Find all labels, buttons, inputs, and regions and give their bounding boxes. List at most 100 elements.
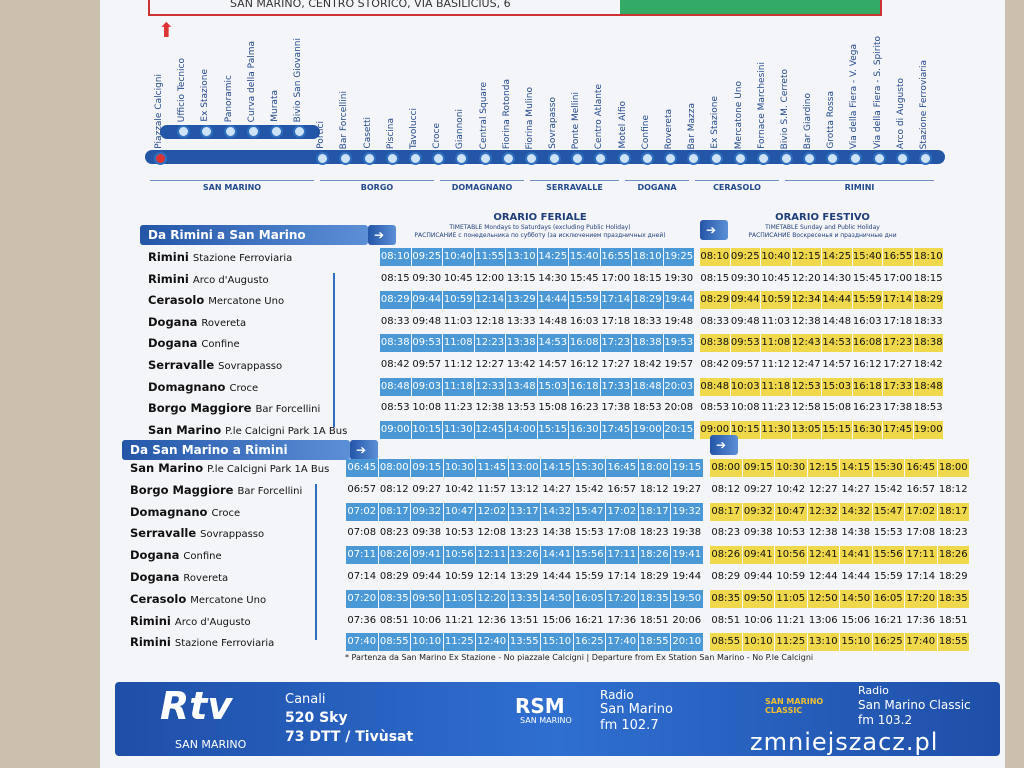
time-cell: 08:12	[711, 483, 741, 495]
time-cell: 16:18	[852, 377, 882, 396]
time-cell: 10:56	[775, 546, 807, 565]
time-cell: 10:08	[412, 402, 442, 414]
time-cell: 20:10	[671, 633, 703, 652]
stop-dot	[872, 152, 886, 165]
stop-dot	[432, 152, 446, 165]
time-cell: 09:44	[411, 291, 442, 310]
time-cell: 16:21	[873, 614, 903, 626]
time-cell: 18:29	[632, 291, 663, 310]
time-cell: 12:38	[791, 315, 821, 327]
time-cell: 10:47	[775, 502, 807, 521]
time-cell: 14:15	[840, 459, 872, 477]
time-cell: 15:45	[569, 272, 599, 284]
time-cell: 11:18	[443, 377, 474, 396]
stop-place: Arco d'Augusto	[192, 274, 269, 286]
direction-line	[333, 273, 335, 428]
time-cell: 12:45	[474, 420, 505, 439]
rtv-sub: SAN MARINO	[175, 738, 247, 751]
time-cell: 08:00	[710, 459, 742, 477]
stop-label: Via della Fiera - S. Spirito	[872, 36, 883, 149]
time-cell: 20:06	[672, 614, 702, 626]
stop-town: Borgo Maggiore	[130, 482, 234, 497]
time-cell: 16:08	[569, 334, 600, 353]
time-cell: 11:18	[761, 377, 791, 396]
time-cell: 08:29	[380, 291, 411, 310]
time-cell: 13:23	[509, 527, 539, 539]
time-cell: 19:15	[671, 459, 703, 477]
rtv-label: Canali	[285, 692, 326, 707]
time-cell: 09:27	[412, 483, 442, 495]
time-cell: 09:00	[380, 420, 411, 439]
stop-dot	[362, 152, 376, 165]
time-cell: 13:17	[508, 502, 540, 521]
time-cell: 17:02	[606, 502, 638, 521]
time-cell: 18:23	[639, 527, 669, 539]
stop-town: San Marino	[130, 461, 204, 475]
time-cell: 10:10	[411, 633, 443, 652]
time-cell: 10:40	[443, 248, 474, 266]
time-cell: 16:30	[852, 420, 882, 439]
address-box	[148, 0, 882, 16]
time-cell: 16:12	[569, 359, 599, 370]
time-cell: 19:44	[672, 571, 702, 582]
time-cell: 14:30	[538, 272, 568, 284]
time-cell: 11:05	[443, 589, 475, 608]
stop-town: Rimini	[130, 613, 171, 628]
time-cell: 18:53	[632, 402, 662, 414]
time-cell: 17:38	[601, 402, 631, 414]
time-cell: 11:23	[443, 402, 473, 414]
time-cell: 14:38	[542, 527, 572, 539]
time-cell: 12:08	[477, 527, 507, 539]
time-cell: 18:33	[632, 315, 662, 327]
time-cell: 08:53	[380, 402, 410, 414]
stop-name: Serravalle Sovrappasso	[130, 526, 264, 540]
time-cell: 16:03	[569, 315, 599, 327]
stop-label: Fornace Marchesini	[756, 62, 767, 149]
time-cell: 10:56	[443, 546, 475, 565]
route-line	[145, 150, 945, 164]
banner	[115, 682, 1000, 756]
time-cell: 10:47	[443, 502, 475, 521]
time-cell: 09:57	[412, 359, 442, 370]
time-cell: 14:00	[506, 420, 537, 439]
time-cell: 08:33	[700, 315, 730, 327]
rsm-logo: RSM	[515, 694, 565, 718]
time-cell: 19:53	[663, 334, 694, 353]
stop-label: Croce	[432, 123, 443, 149]
stop-town: Cerasolo	[148, 293, 205, 308]
stop-label: Bivio S.M. Cerreto	[779, 68, 790, 149]
stop-name: Domagnano Croce	[130, 505, 240, 519]
stop-label: Panoramic	[223, 74, 234, 122]
time-cell: 17:18	[883, 315, 913, 327]
time-cell: 08:17	[378, 502, 410, 521]
stop-label: Fiorina Mulino	[524, 86, 535, 150]
time-cell: 09:57	[730, 359, 760, 370]
time-cell: 11:30	[443, 420, 474, 439]
time-cell: 15:45	[852, 272, 882, 284]
time-cell: 18:42	[913, 359, 943, 370]
time-cell: 10:59	[761, 291, 791, 310]
stop-place: Mercatone Uno	[190, 594, 267, 606]
stop-dot	[594, 152, 608, 165]
time-cell: 13:51	[509, 614, 539, 626]
time-cell: 13:00	[508, 459, 540, 477]
stop-dot	[733, 152, 747, 165]
time-cell: 10:53	[444, 527, 474, 539]
stop-dot	[316, 152, 330, 165]
time-cell: 16:23	[852, 402, 882, 414]
time-cell: 15:10	[541, 633, 573, 652]
time-cell: 12:14	[477, 571, 507, 582]
stop-dot	[246, 125, 260, 138]
zone-label: DOGANA	[625, 180, 689, 192]
time-cell: 18:17	[638, 502, 670, 521]
rsm-line: fm 102.7	[600, 718, 659, 733]
stop-label: Portici	[316, 121, 327, 149]
stop-place: Stazione Ferroviaria	[192, 253, 293, 264]
time-cell: 08:29	[711, 571, 741, 582]
time-cell: 14:53	[822, 334, 852, 353]
time-cell: 10:45	[443, 272, 473, 284]
time-cell: 09:41	[411, 546, 443, 565]
rtv-line: 520 Sky	[285, 710, 348, 726]
time-cell: 17:14	[883, 291, 913, 310]
time-cell: 15:42	[873, 483, 903, 495]
